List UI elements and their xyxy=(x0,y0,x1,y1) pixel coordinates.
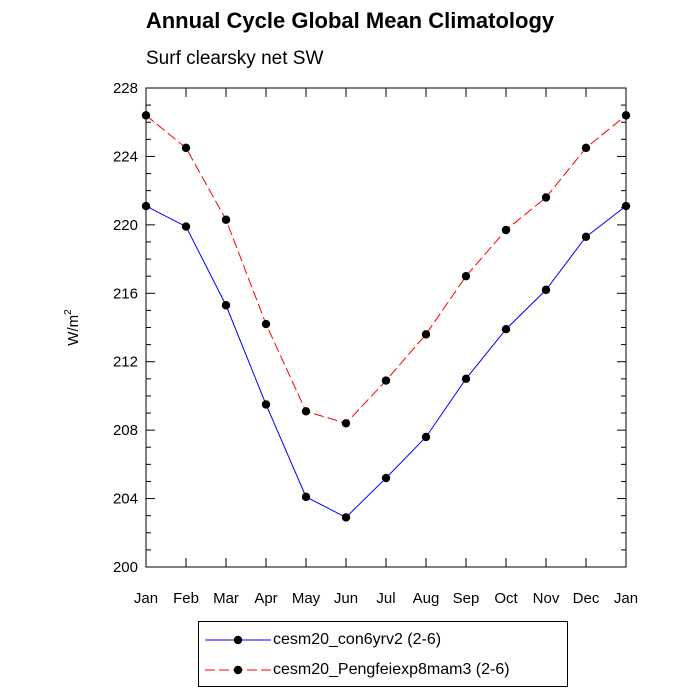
data-point-series-2 xyxy=(421,330,431,339)
data-point-series-1 xyxy=(181,222,191,231)
legend-item-series-1: cesm20_con6yrv2 (2-6) xyxy=(199,625,567,655)
legend-label-series-1: cesm20_con6yrv2 (2-6) xyxy=(273,631,442,648)
data-point-series-1 xyxy=(221,301,231,310)
data-point-series-1 xyxy=(141,201,151,211)
x-tick-label: Sep xyxy=(453,590,480,607)
y-tick-label: 228 xyxy=(113,80,138,97)
legend: cesm20_con6yrv2 (2-6) cesm20_Pengfeiexp8… xyxy=(198,621,568,687)
legend-label-series-2: cesm20_Pengfeiexp8mam3 (2-6) xyxy=(273,661,510,678)
data-point-series-1 xyxy=(621,201,631,211)
data-point-series-2 xyxy=(181,143,191,153)
data-point-series-1 xyxy=(421,432,431,442)
data-point-series-2 xyxy=(221,215,231,224)
data-point-series-2 xyxy=(541,193,551,202)
data-point-series-1 xyxy=(541,285,551,295)
x-tick-label: Oct xyxy=(494,590,518,607)
y-tick-label: 208 xyxy=(113,422,138,439)
series-group xyxy=(141,111,631,522)
x-tick-label: Jan xyxy=(614,590,638,607)
x-tick-label: Aug xyxy=(413,590,440,607)
legend-marker-series-2 xyxy=(205,665,271,675)
y-tick-label: 212 xyxy=(113,354,138,371)
chart-title: Annual Cycle Global Mean Climatology xyxy=(145,8,555,33)
data-point-series-2 xyxy=(581,143,591,153)
axes: 200 204 208 212 216 220 224 228 Jan Feb Mar Apr May J… xyxy=(113,80,638,607)
x-tick-label: Dec xyxy=(573,590,600,607)
data-point-series-2 xyxy=(381,376,391,385)
x-tick-label: Jan xyxy=(134,590,158,607)
data-point-series-1 xyxy=(261,400,271,409)
data-point-series-1 xyxy=(461,374,471,384)
x-tick-label: Mar xyxy=(213,590,239,607)
legend-item-series-2: cesm20_Pengfeiexp8mam3 (2-6) xyxy=(199,655,567,685)
data-point-series-1 xyxy=(301,492,311,502)
x-tick-label: Nov xyxy=(533,590,560,607)
data-point-series-2 xyxy=(341,419,351,428)
data-point-series-2 xyxy=(261,319,271,329)
series-line-1 xyxy=(145,205,627,518)
x-tick-label: Jul xyxy=(376,590,395,607)
y-axis-label-group: W/m2 xyxy=(63,309,82,346)
data-point-series-2 xyxy=(141,111,151,120)
x-tick-label: Jun xyxy=(334,590,358,607)
data-point-series-1 xyxy=(341,513,351,522)
data-point-series-1 xyxy=(381,473,391,483)
y-tick-label: 220 xyxy=(113,217,138,234)
x-tick-label: May xyxy=(292,590,321,607)
y-axis-label-superscript: 2 xyxy=(63,309,74,315)
plot-frame xyxy=(145,87,627,568)
x-tick-label: Apr xyxy=(254,590,277,607)
y-tick-label: 216 xyxy=(113,285,138,302)
data-point-series-2 xyxy=(461,271,471,281)
data-point-series-2 xyxy=(501,225,511,235)
x-tick-label: Feb xyxy=(173,590,199,607)
y-tick-label: 204 xyxy=(113,491,138,508)
y-tick-label: 200 xyxy=(113,559,138,576)
legend-marker-series-1 xyxy=(205,635,271,645)
data-point-series-1 xyxy=(501,325,511,334)
y-tick-label: 224 xyxy=(113,148,138,165)
data-point-series-2 xyxy=(621,111,631,120)
data-point-series-2 xyxy=(301,407,311,416)
y-axis-label: W/m2 xyxy=(63,309,82,346)
data-point-series-1 xyxy=(581,232,591,242)
y-axis-label-text: W/m2 xyxy=(63,309,82,346)
chart-subtitle: Surf clearsky net SW xyxy=(146,48,324,69)
